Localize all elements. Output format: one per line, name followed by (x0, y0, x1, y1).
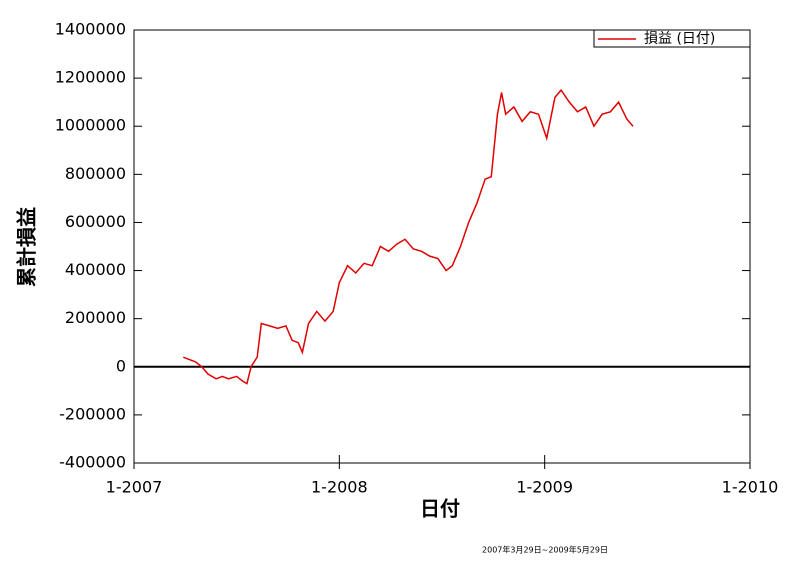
x-tick-label: 1-2008 (311, 478, 368, 497)
y-tick-label: 1200000 (55, 68, 126, 87)
y-tick-label: 1400000 (55, 20, 126, 39)
y-axis-label: 累計損益 (15, 207, 39, 287)
x-tick-label: 1-2010 (722, 478, 779, 497)
y-tick-label: -200000 (59, 404, 126, 423)
y-tick-label: -400000 (59, 453, 126, 472)
x-tick-label: 1-2009 (516, 478, 573, 497)
x-axis-label: 日付 (420, 497, 460, 521)
data-line (183, 88, 634, 385)
y-tick-label: 800000 (65, 164, 126, 183)
y-tick-label: 600000 (65, 212, 126, 231)
footnote: 2007年3月29日~2009年5月29日 (482, 545, 608, 555)
x-tick-label: 1-2007 (106, 478, 163, 497)
y-tick-label: 1000000 (55, 116, 126, 135)
plot-frame (133, 29, 751, 464)
legend-label: 損益 (日付) (644, 31, 715, 47)
y-tick-label: 0 (116, 356, 126, 375)
legend-box (593, 29, 751, 48)
y-tick-label: 200000 (65, 308, 126, 327)
y-tick-label: 400000 (65, 260, 126, 279)
